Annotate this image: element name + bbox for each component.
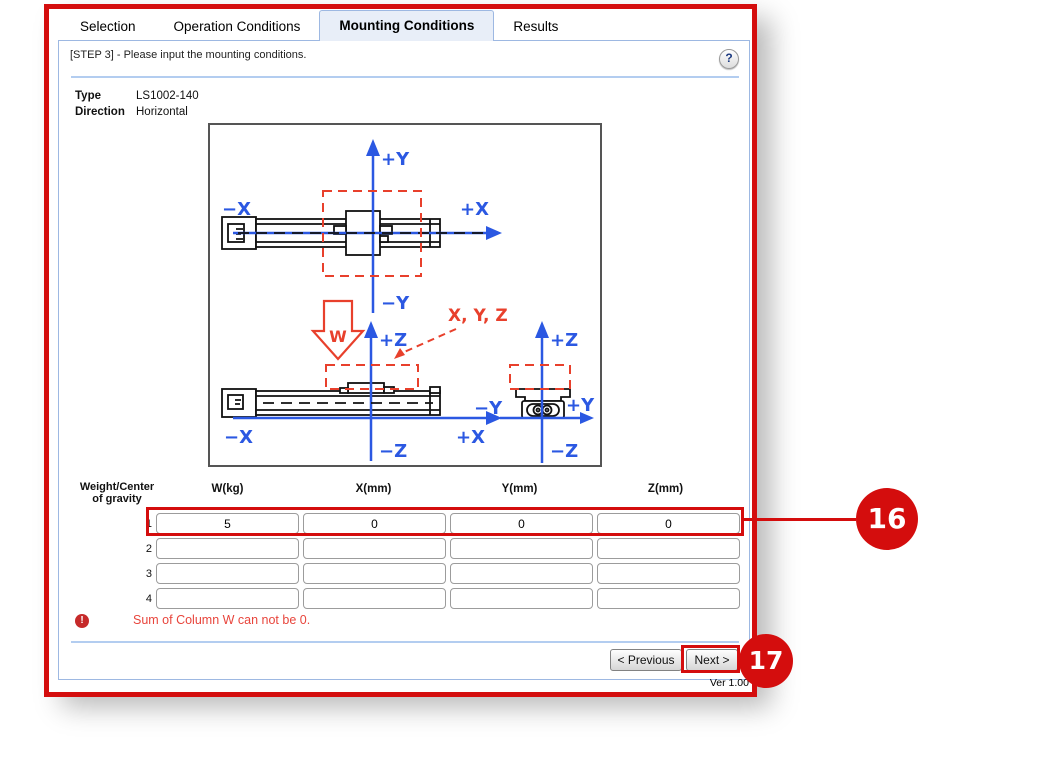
axis-label-end-plus-y: +Y (566, 395, 595, 416)
cog-xyz-label: X, Y, Z (448, 306, 508, 326)
direction-label: Direction (75, 106, 125, 118)
axis-label-side-plus-z: +Z (379, 330, 407, 351)
mounting-diagram: +Y −X +X −Y +Z −X +X −Z +Z −Y +Y −Z (208, 123, 602, 467)
type-row: Type LS1002-140 (75, 90, 199, 102)
step-instruction: [STEP 3] - Please input the mounting con… (70, 49, 307, 61)
tab-selection[interactable]: Selection (80, 19, 136, 34)
table-row: 2 (137, 538, 740, 559)
input-r3-y[interactable] (450, 563, 593, 584)
input-r3-x[interactable] (303, 563, 446, 584)
axis-label-side-minus-z: −Z (379, 441, 407, 462)
input-r1-z[interactable] (597, 513, 740, 534)
axis-label-top-plus-x: +X (460, 199, 489, 220)
load-arrow (310, 299, 366, 361)
direction-row: Direction Horizontal (75, 106, 188, 118)
axis-label-top-plus-y: +Y (381, 149, 410, 170)
load-annotations (310, 190, 571, 390)
input-r1-y[interactable] (450, 513, 593, 534)
input-r4-y[interactable] (450, 588, 593, 609)
input-r4-z[interactable] (597, 588, 740, 609)
input-r2-y[interactable] (450, 538, 593, 559)
table-row: 3 (137, 563, 740, 584)
cog-leader-arrowhead (394, 348, 405, 359)
column-header-x: X(mm) (355, 483, 392, 495)
divider-top (71, 76, 739, 78)
input-r4-w[interactable] (156, 588, 299, 609)
axis-label-end-minus-z: −Z (550, 441, 578, 462)
error-icon: ! (75, 614, 89, 628)
previous-button[interactable]: < Previous (610, 649, 682, 671)
column-header-z: Z(mm) (647, 483, 684, 495)
input-r2-x[interactable] (303, 538, 446, 559)
type-label: Type (75, 90, 101, 102)
main-panel: [STEP 3] - Please input the mounting con… (58, 40, 750, 680)
cog-zone-top (322, 190, 422, 277)
axis-label-top-minus-x: −X (222, 199, 251, 220)
axis-labels: +Y −X +X −Y +Z −X +X −Z +Z −Y +Y −Z (222, 149, 595, 462)
coordinate-axes (233, 139, 594, 463)
help-button[interactable]: ? (719, 49, 739, 69)
row-number: 2 (145, 542, 152, 555)
table-row-header-line1: Weight/Center (79, 481, 155, 493)
cog-leader-line (401, 328, 457, 354)
tab-mounting-conditions[interactable]: Mounting Conditions (319, 10, 495, 41)
error-message: Sum of Column W can not be 0. (133, 613, 311, 627)
input-r2-z[interactable] (597, 538, 740, 559)
table-row-header-line2: of gravity (92, 493, 142, 505)
column-header-y: Y(mm) (501, 483, 538, 495)
tab-operation-conditions[interactable]: Operation Conditions (173, 19, 301, 34)
type-value: LS1002-140 (136, 90, 199, 102)
version-label: Ver 1.00 (709, 677, 749, 689)
tab-results[interactable]: Results (513, 19, 559, 34)
row-number: 4 (145, 592, 152, 605)
input-r4-x[interactable] (303, 588, 446, 609)
question-icon: ? (725, 51, 733, 65)
table-row: 1 (137, 513, 740, 534)
axis-label-end-minus-y: −Y (474, 398, 503, 419)
cog-zone-end (509, 364, 571, 390)
row-number: 3 (145, 567, 152, 580)
callout-16: 16 (856, 488, 918, 550)
callout-17: 17 (739, 634, 793, 688)
input-r3-z[interactable] (597, 563, 740, 584)
cog-zone-side (325, 364, 419, 390)
direction-value: Horizontal (136, 106, 188, 118)
centerlines (238, 232, 486, 404)
input-r1-w[interactable] (156, 513, 299, 534)
annotation-box-next (681, 645, 740, 673)
divider-bottom (71, 641, 739, 643)
app-window: Selection Operation Conditions Mounting … (44, 4, 757, 697)
axis-label-top-minus-y: −Y (381, 293, 410, 314)
table-row: 4 (137, 588, 740, 609)
table-row-header: Weight/Center of gravity (73, 481, 161, 505)
axis-label-end-plus-z: +Z (550, 330, 578, 351)
column-header-w: W(kg) (211, 483, 244, 495)
input-r3-w[interactable] (156, 563, 299, 584)
input-r2-w[interactable] (156, 538, 299, 559)
annotation-connector-16 (744, 518, 856, 521)
axis-label-side-minus-x: −X (224, 427, 253, 448)
load-w-label: W (329, 327, 347, 346)
tab-bar: Selection Operation Conditions Mounting … (61, 10, 577, 41)
annotation-box-row1 (146, 507, 744, 536)
axis-label-side-plus-x: +X (456, 427, 485, 448)
